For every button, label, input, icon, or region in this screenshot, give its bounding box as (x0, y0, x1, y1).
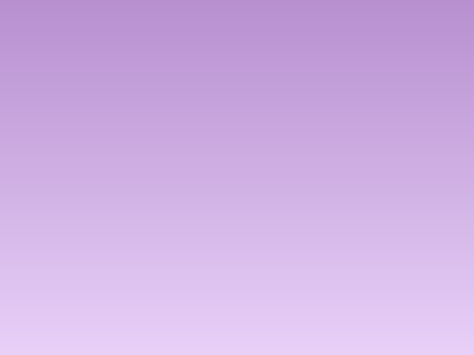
Text: A: A (6, 15, 18, 29)
FancyBboxPatch shape (261, 203, 339, 233)
FancyBboxPatch shape (36, 187, 257, 238)
Text: (definite phase relationship): (definite phase relationship) (59, 215, 235, 228)
Circle shape (378, 173, 392, 186)
Text: $(\lambda_0, \nu_0)$: $(\lambda_0, \nu_0)$ (14, 101, 61, 119)
Circle shape (160, 74, 186, 101)
Text: Emission in all directions: Emission in all directions (190, 70, 312, 134)
FancyArrowPatch shape (185, 93, 329, 154)
FancyBboxPatch shape (187, 88, 315, 116)
Text: Sets electron into oscillation: Sets electron into oscillation (73, 131, 212, 141)
Text: Scattered beams: Scattered beams (340, 213, 429, 223)
Text: $(\lambda_0, \nu_0)$: $(\lambda_0, \nu_0)$ (276, 209, 324, 227)
FancyBboxPatch shape (0, 95, 75, 125)
FancyBboxPatch shape (2, 7, 201, 36)
Text: Coherent: Coherent (104, 196, 190, 213)
Circle shape (403, 155, 433, 186)
FancyBboxPatch shape (3, 10, 21, 34)
Circle shape (140, 83, 152, 95)
Circle shape (351, 123, 455, 227)
Text: Scattering by an Electron: Scattering by an Electron (28, 15, 219, 28)
